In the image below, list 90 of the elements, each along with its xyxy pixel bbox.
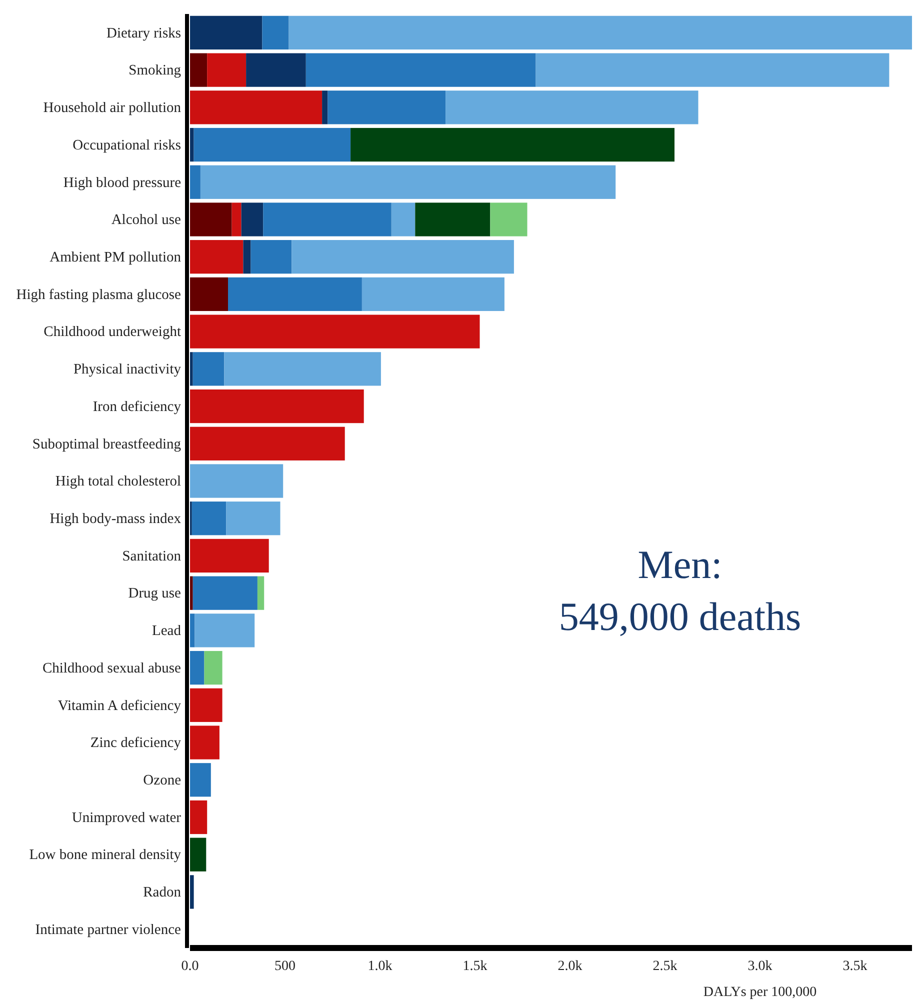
- y-tick-label: Unimproved water: [72, 810, 182, 826]
- x-tick-label: 1.5k: [462, 958, 488, 974]
- y-tick-label: Drug use: [128, 586, 181, 602]
- bar: [190, 726, 220, 760]
- y-tick-label: Smoking: [128, 62, 181, 79]
- bar: [246, 53, 306, 87]
- bar: [190, 240, 244, 274]
- bar: [190, 16, 262, 50]
- bar: [190, 202, 232, 236]
- y-tick-label: High total cholesterol: [55, 474, 181, 490]
- bar: [250, 240, 292, 274]
- bar: [190, 128, 194, 162]
- y-tick-label: High body-mass index: [50, 511, 182, 527]
- bar: [190, 838, 206, 872]
- bar: [190, 800, 208, 834]
- bar: [257, 576, 264, 610]
- x-tick-label: 3.5k: [842, 958, 868, 974]
- y-tick-label: High fasting plasma glucose: [16, 286, 181, 303]
- y-tick-label: High blood pressure: [63, 174, 181, 191]
- y-tick-label: Sanitation: [122, 548, 182, 564]
- bar: [192, 576, 258, 610]
- bar: [446, 90, 698, 124]
- x-tick-label: 500: [274, 958, 296, 974]
- bar: [190, 650, 204, 685]
- bar: [194, 128, 351, 162]
- bar: [190, 165, 200, 199]
- bar: [262, 16, 289, 50]
- x-tick-label: 2.5k: [652, 958, 678, 974]
- bar: [190, 875, 194, 909]
- y-tick-label: Low bone mineral density: [29, 847, 182, 864]
- bar: [328, 90, 446, 124]
- bar: [536, 53, 890, 87]
- bar: [190, 614, 195, 648]
- x-tick-label: 0.0: [181, 958, 199, 974]
- bar: [207, 53, 246, 87]
- bar: [232, 202, 242, 236]
- bar: [350, 128, 674, 162]
- bar: [306, 53, 536, 87]
- y-tick-label: Ozone: [143, 772, 181, 789]
- bar: [292, 240, 514, 274]
- bar: [190, 576, 193, 610]
- bar: [192, 502, 226, 536]
- bar: [190, 426, 345, 460]
- y-tick-label: Ambient PM pollution: [50, 249, 182, 266]
- x-tick-label: 2.0k: [558, 958, 582, 974]
- y-tick-label: Radon: [143, 884, 182, 901]
- bar: [190, 314, 480, 348]
- bar: [322, 90, 328, 124]
- bar: [415, 202, 490, 236]
- bar: [288, 16, 912, 50]
- y-tick-label: Childhood underweight: [44, 324, 181, 340]
- bar: [228, 277, 362, 312]
- bar: [190, 763, 211, 797]
- bar: [192, 352, 224, 386]
- bar: [362, 277, 504, 312]
- bar: [490, 202, 528, 236]
- bar: [190, 538, 269, 573]
- y-tick-label: Occupational risks: [72, 137, 182, 154]
- bar: [190, 688, 222, 722]
- bar: [243, 240, 251, 274]
- bar: [190, 352, 193, 386]
- y-tick-label: Vitamin A deficiency: [58, 698, 182, 714]
- bar: [190, 53, 208, 87]
- bar: [190, 464, 284, 498]
- bar: [204, 650, 222, 685]
- bar: [200, 165, 616, 199]
- y-tick-label: Iron deficiency: [92, 398, 182, 415]
- y-tick-label: Zinc deficiency: [90, 735, 182, 752]
- y-tick-label: Alcohol use: [111, 212, 181, 228]
- annotation: 549,000 deaths: [558, 594, 802, 639]
- y-tick-label: Intimate partner violence: [35, 922, 181, 938]
- bar: [224, 352, 381, 386]
- y-tick-label: Childhood sexual abuse: [42, 660, 181, 676]
- bar: [226, 502, 280, 536]
- bar: [190, 90, 322, 124]
- x-axis-title: DALYs per 100,000: [703, 985, 817, 1000]
- bar: [391, 202, 416, 236]
- bar: [263, 202, 392, 236]
- x-tick-label: 1.0k: [368, 958, 392, 974]
- y-tick-label: Household air pollution: [43, 100, 182, 116]
- bar: [194, 614, 255, 648]
- annotation: Men:: [638, 542, 722, 587]
- x-tick-label: 3.0k: [748, 958, 772, 974]
- bar: [190, 389, 364, 424]
- bar: [241, 202, 264, 236]
- y-tick-label: Dietary risks: [106, 25, 182, 42]
- y-tick-label: Lead: [152, 623, 182, 640]
- y-tick-label: Physical inactivity: [73, 362, 182, 378]
- bar: [190, 277, 228, 312]
- y-tick-label: Suboptimal breastfeeding: [32, 436, 181, 452]
